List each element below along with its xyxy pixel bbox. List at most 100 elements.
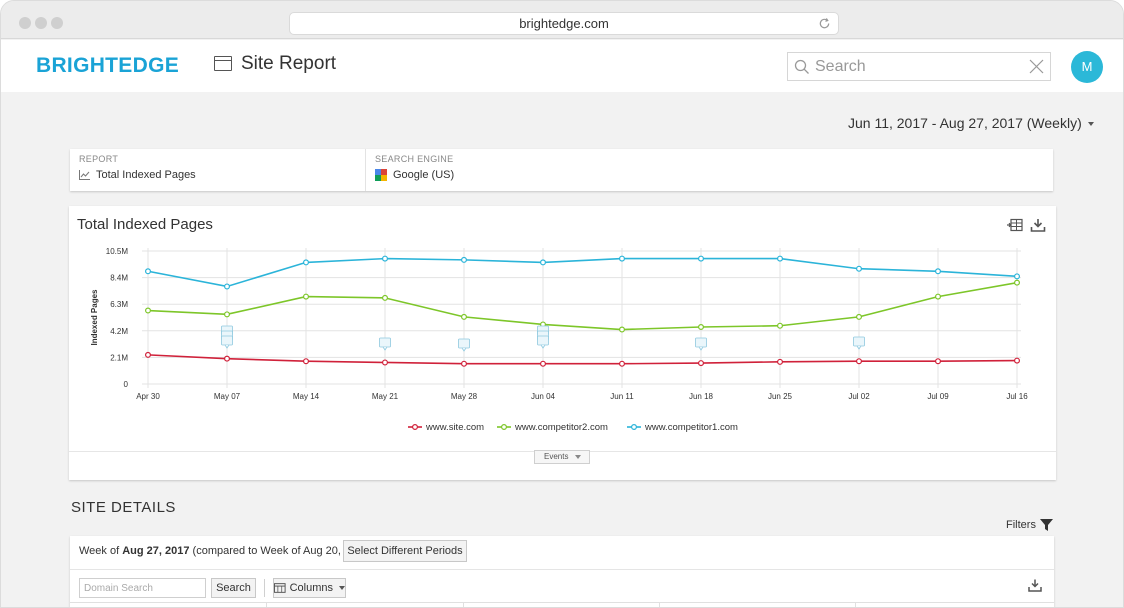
events-toggle-button[interactable]: Events [534,450,590,464]
address-bar[interactable]: brightedge.com [289,12,839,35]
x-tick-label: Jun 25 [768,392,793,401]
toolbar-separator [264,579,265,597]
data-point [776,255,783,262]
data-point [224,311,231,318]
data-point [224,355,231,362]
data-point [224,283,231,290]
chevron-down-icon [1087,122,1094,127]
table-header-cell[interactable] [855,603,1054,607]
x-tick-label: Jun 11 [610,392,634,401]
reload-icon[interactable] [818,17,831,30]
chevron-down-icon [575,454,582,459]
columns-icon [274,583,286,593]
filter-icon [1039,519,1053,531]
filters-button[interactable]: Filters [1006,519,1053,531]
search-engine-value: Google (US) [375,169,454,181]
event-marker-pointer [461,347,467,352]
x-tick-label: Apr 30 [136,392,160,401]
report-info-card: REPORT Total Indexed Pages SEARCH ENGINE… [70,149,1053,191]
search-engine-text: Google (US) [393,169,455,181]
week-date: Aug 27, 2017 [122,545,190,557]
table-header-cell[interactable] [463,603,659,607]
add-to-dashboard-icon[interactable] [1007,218,1023,232]
domain-search-button[interactable]: Search [211,578,256,598]
report-label: REPORT [79,154,119,164]
maximize-window-button[interactable] [51,17,63,29]
site-details-title: SITE DETAILS [71,499,176,516]
search-icon [794,59,809,74]
table-download-icon[interactable] [1028,579,1042,592]
chart-title: Total Indexed Pages [77,216,213,233]
legend-label: www.competitor2.com [514,422,608,433]
week-comparison-text: Week of Aug 27, 2017 (compared to Week o… [79,545,372,557]
brightedge-logo[interactable]: BRIGHTEDGE [36,54,180,77]
details-divider [70,569,1054,570]
x-tick-label: May 28 [451,392,478,401]
data-point [934,293,941,300]
report-value-text: Total Indexed Pages [96,169,196,181]
data-point [618,326,625,333]
data-point [303,293,310,300]
events-label: Events [544,452,569,461]
event-marker-icon [458,338,470,349]
table-header-cell[interactable] [659,603,855,607]
search-input[interactable] [815,56,1025,78]
event-marker-icon [379,337,391,348]
week-prefix: Week of [79,545,123,557]
x-tick-label: Jun 04 [531,392,556,401]
date-range-label: Jun 11, 2017 - Aug 27, 2017 (Weekly) [848,115,1082,131]
data-point [461,256,468,263]
legend-marker [412,424,419,431]
event-marker-icon [537,335,549,346]
page-title: Site Report [241,53,337,74]
series-line [147,281,1018,331]
data-point [461,313,468,320]
google-icon [375,169,387,181]
y-tick-label: 4.2M [110,327,128,336]
data-point [934,268,941,275]
data-point [1013,273,1020,280]
x-tick-label: May 14 [293,392,320,401]
select-different-periods-button[interactable]: Select Different Periods [343,540,467,562]
download-icon[interactable] [1030,218,1046,232]
close-window-button[interactable] [19,17,31,29]
data-point [303,259,310,266]
chevron-down-icon [339,586,345,590]
data-point [1013,357,1020,364]
data-point [855,313,862,320]
search-engine-column[interactable]: SEARCH ENGINE Google (US) [366,149,1053,191]
x-tick-label: Jul 09 [927,392,949,401]
y-tick-label: 6.3M [110,300,128,309]
x-tick-label: May 07 [214,392,241,401]
data-point [776,358,783,365]
browser-titlebar: brightedge.com [1,1,1123,39]
columns-button[interactable]: Columns [273,578,346,598]
search-engine-label: SEARCH ENGINE [375,154,454,164]
y-axis-label: Indexed Pages [90,289,99,346]
x-tick-label: Jun 18 [689,392,714,401]
table-header-row [70,602,1054,607]
clear-search-icon[interactable] [1029,59,1044,74]
data-point [382,255,389,262]
data-point [934,358,941,365]
user-avatar[interactable]: M [1071,51,1103,83]
legend-marker [630,424,637,431]
line-chart: 0 2.1M 4.2M 6.3M 8.4M 10.5M Apr 30 May 07 May 14… [90,247,1028,433]
event-marker-pointer [540,344,546,349]
table-header-cell[interactable] [266,603,463,607]
chart-axes: 0 2.1M 4.2M 6.3M 8.4M 10.5M Apr 30 May 07 May 14… [90,247,1028,401]
data-point [697,323,704,330]
report-value: Total Indexed Pages [79,169,196,181]
event-marker-pointer [698,346,704,351]
date-range-selector[interactable]: Jun 11, 2017 - Aug 27, 2017 (Weekly) [848,115,1094,131]
columns-label: Columns [289,582,333,594]
report-page-icon [214,56,232,71]
data-point [144,307,151,314]
data-point [144,268,151,275]
domain-search-input[interactable] [79,578,206,598]
line-chart-icon [79,170,90,180]
data-point [461,360,468,367]
minimize-window-button[interactable] [35,17,47,29]
report-column[interactable]: REPORT Total Indexed Pages [70,149,366,191]
data-point [1013,279,1020,286]
